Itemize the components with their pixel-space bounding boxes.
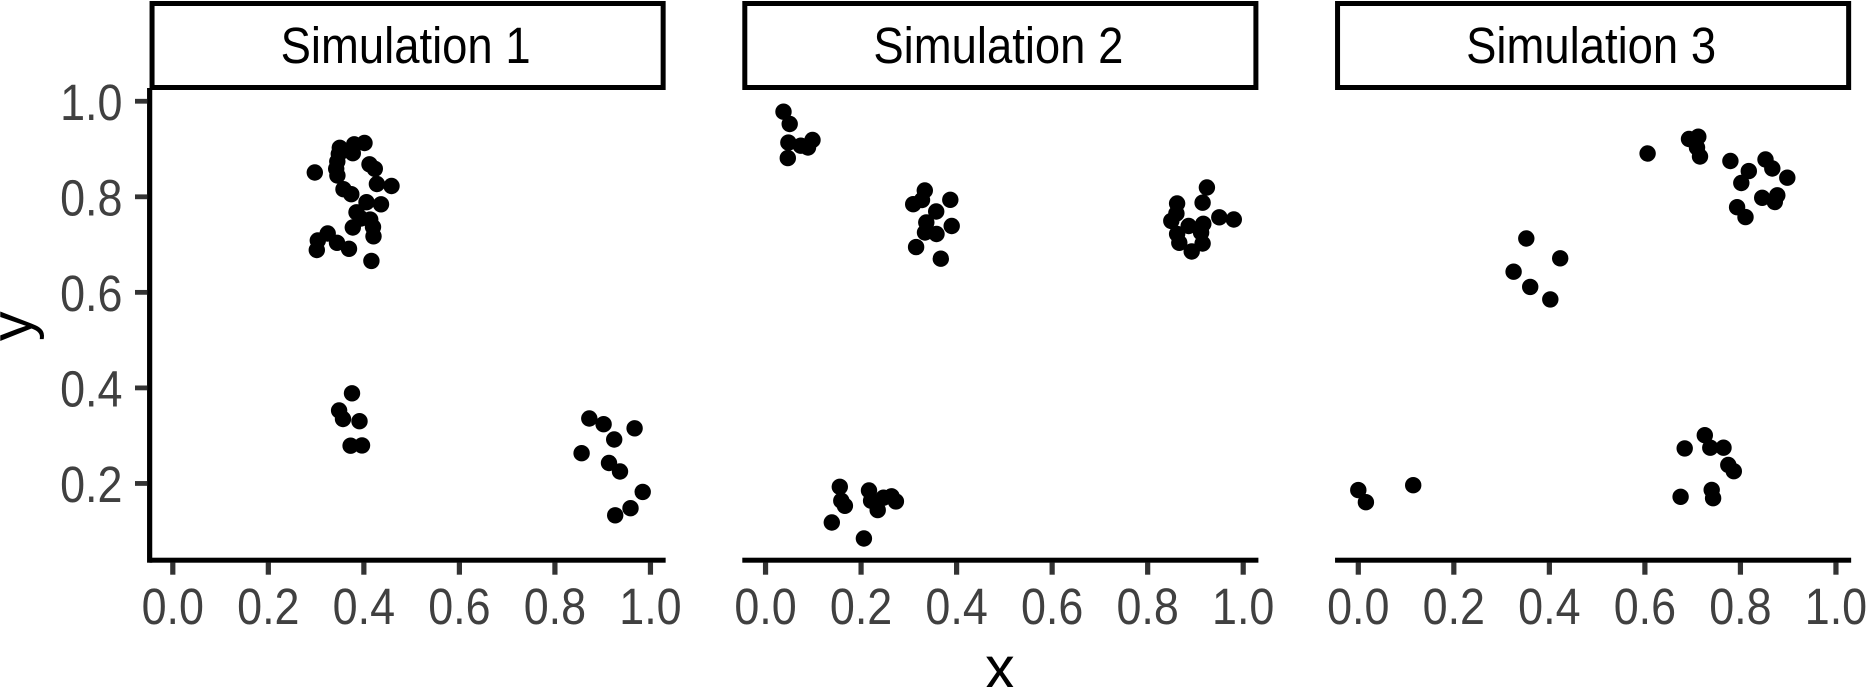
svg-text:1.0: 1.0: [60, 74, 122, 131]
svg-text:0.4: 0.4: [333, 578, 395, 635]
svg-text:0.8: 0.8: [1116, 578, 1178, 635]
svg-text:0.2: 0.2: [237, 578, 299, 635]
svg-text:0.2: 0.2: [60, 456, 122, 513]
svg-text:0.0: 0.0: [734, 578, 796, 635]
svg-text:0.4: 0.4: [60, 360, 122, 417]
svg-text:0.6: 0.6: [1614, 578, 1676, 635]
svg-text:0.4: 0.4: [1518, 578, 1580, 635]
svg-text:0.2: 0.2: [1423, 578, 1485, 635]
svg-text:Simulation 3: Simulation 3: [1466, 17, 1716, 74]
svg-text:1.0: 1.0: [619, 578, 681, 635]
svg-text:0.8: 0.8: [60, 169, 122, 226]
svg-text:0.0: 0.0: [1327, 578, 1389, 635]
svg-text:0.8: 0.8: [1709, 578, 1771, 635]
svg-text:y: y: [0, 311, 44, 341]
svg-text:0.8: 0.8: [524, 578, 586, 635]
svg-text:x: x: [985, 634, 1015, 687]
svg-text:0.6: 0.6: [1021, 578, 1083, 635]
svg-text:0.0: 0.0: [142, 578, 204, 635]
svg-text:0.4: 0.4: [925, 578, 987, 635]
svg-text:Simulation 1: Simulation 1: [281, 17, 531, 74]
svg-text:0.2: 0.2: [830, 578, 892, 635]
svg-text:0.6: 0.6: [428, 578, 490, 635]
svg-text:Simulation 2: Simulation 2: [873, 17, 1123, 74]
svg-text:0.6: 0.6: [60, 265, 122, 322]
svg-text:1.0: 1.0: [1212, 578, 1274, 635]
svg-text:1.0: 1.0: [1805, 578, 1866, 635]
